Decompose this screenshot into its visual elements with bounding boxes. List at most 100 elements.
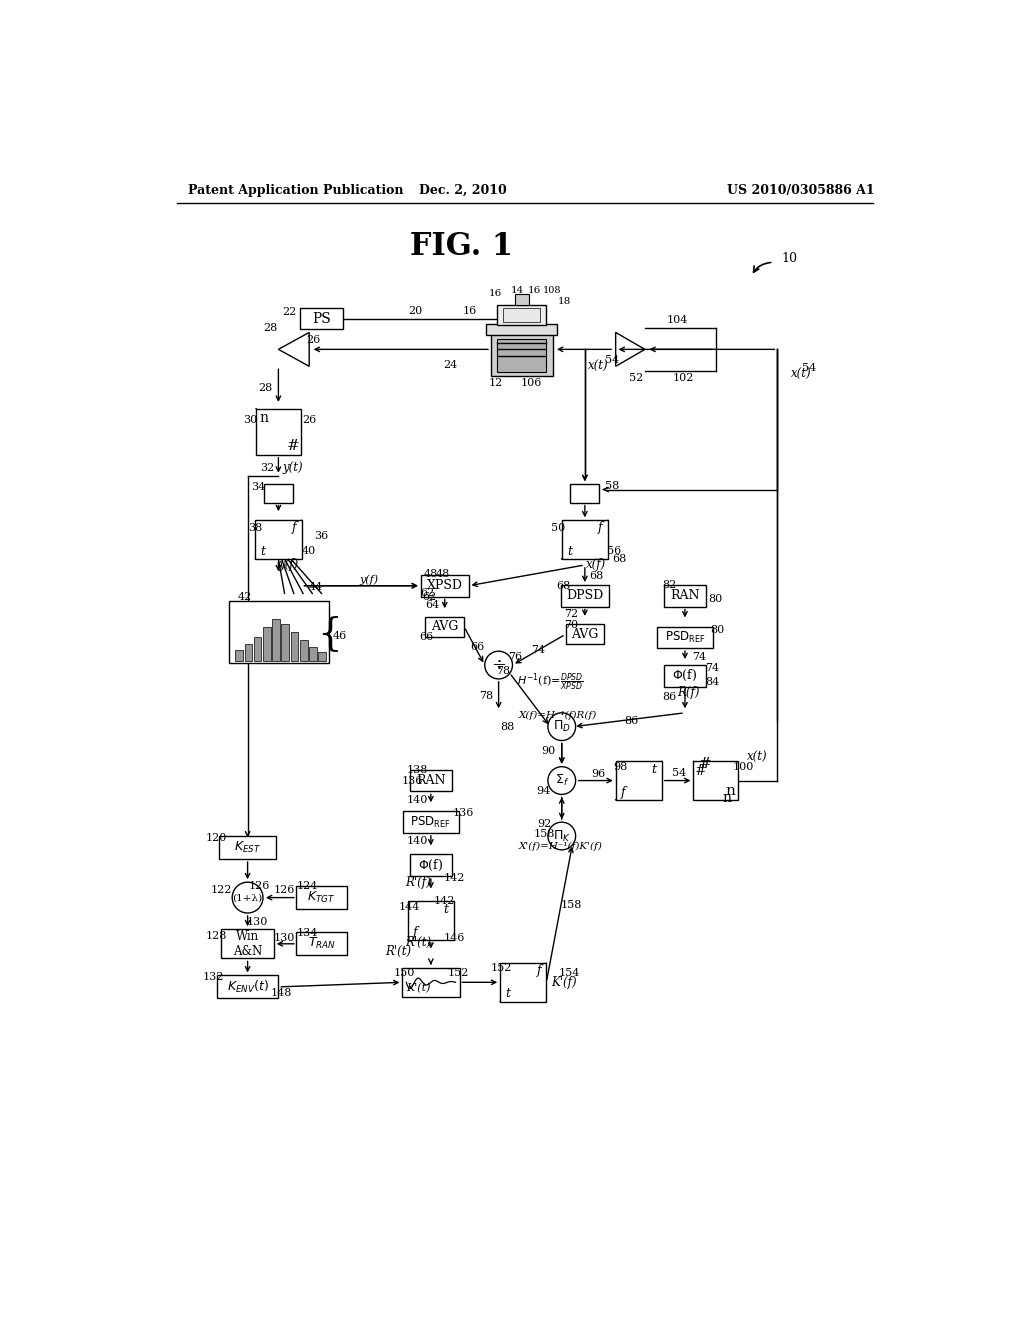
Text: 152: 152 <box>447 968 469 978</box>
Text: 40: 40 <box>302 546 316 556</box>
Circle shape <box>484 651 512 678</box>
Text: 16: 16 <box>488 289 502 297</box>
Text: x(t): x(t) <box>589 360 609 372</box>
Text: t: t <box>443 903 449 916</box>
Text: f: f <box>598 521 602 535</box>
Text: R'(t): R'(t) <box>406 936 431 949</box>
Bar <box>565 624 604 644</box>
Text: 68: 68 <box>612 554 627 564</box>
Text: US 2010/0305886 A1: US 2010/0305886 A1 <box>727 185 874 197</box>
Text: 78: 78 <box>479 690 494 701</box>
Text: 146: 146 <box>443 933 465 942</box>
Polygon shape <box>279 333 309 367</box>
Text: 62: 62 <box>422 593 436 602</box>
Text: 68: 68 <box>589 570 603 581</box>
Text: 58: 58 <box>605 482 618 491</box>
Text: 66: 66 <box>470 643 484 652</box>
Text: 80: 80 <box>711 624 724 635</box>
Text: 48: 48 <box>436 569 451 579</box>
Text: FIG. 1: FIG. 1 <box>411 231 513 263</box>
Bar <box>497 305 547 325</box>
Text: 50: 50 <box>551 523 565 533</box>
Text: 74: 74 <box>531 644 546 655</box>
Text: 158: 158 <box>535 829 555 840</box>
Text: $\Sigma_f$: $\Sigma_f$ <box>555 774 569 788</box>
Text: K'(t): K'(t) <box>407 983 431 994</box>
Text: 82: 82 <box>663 579 677 590</box>
Text: t: t <box>651 763 656 776</box>
Text: R'(f): R'(f) <box>406 875 431 888</box>
Text: 38: 38 <box>248 523 262 533</box>
Bar <box>318 652 326 661</box>
Text: x(t): x(t) <box>746 751 767 764</box>
Text: 128: 128 <box>206 931 227 941</box>
Text: $\mathrm{PSD}_{\mathrm{REF}}$: $\mathrm{PSD}_{\mathrm{REF}}$ <box>411 814 452 830</box>
Text: $\Pi_K$: $\Pi_K$ <box>553 829 570 843</box>
Text: 18: 18 <box>557 297 570 306</box>
Bar <box>272 619 280 661</box>
Bar <box>309 647 316 661</box>
Text: 16: 16 <box>527 286 541 296</box>
Text: 76: 76 <box>509 652 522 663</box>
Text: 136: 136 <box>401 776 423 785</box>
Text: 54: 54 <box>802 363 816 372</box>
Bar <box>425 616 464 636</box>
Text: 150: 150 <box>394 968 416 978</box>
Text: AVG: AVG <box>431 620 459 634</box>
Text: 102: 102 <box>673 372 694 383</box>
Text: Win
A&N: Win A&N <box>233 929 262 958</box>
Bar <box>402 968 460 997</box>
Text: 32: 32 <box>260 463 274 473</box>
Text: X(f)=H⁻¹(f)R(f): X(f)=H⁻¹(f)R(f) <box>518 711 597 721</box>
Text: f: f <box>292 521 296 535</box>
Text: 126: 126 <box>273 884 295 895</box>
Text: AVG: AVG <box>571 628 599 640</box>
Bar <box>291 632 298 661</box>
Text: 90: 90 <box>541 746 555 756</box>
Text: 70: 70 <box>564 620 579 630</box>
Text: $K_{EST}$: $K_{EST}$ <box>234 840 261 855</box>
Bar <box>297 932 346 956</box>
Text: 124: 124 <box>297 880 318 891</box>
Text: 136: 136 <box>453 808 474 818</box>
Text: 88: 88 <box>501 722 515 731</box>
Text: 54: 54 <box>672 768 686 777</box>
Text: 122: 122 <box>211 884 232 895</box>
Bar <box>256 409 301 455</box>
Bar <box>500 964 547 1002</box>
Text: 106: 106 <box>520 379 542 388</box>
Text: 14: 14 <box>511 286 523 296</box>
Bar <box>410 854 452 876</box>
Bar <box>497 339 547 372</box>
Text: #: # <box>287 438 299 453</box>
Text: f: f <box>537 964 541 977</box>
Text: 94: 94 <box>537 787 551 796</box>
Bar <box>664 665 707 686</box>
Text: PS: PS <box>312 312 331 326</box>
Text: 22: 22 <box>282 308 296 317</box>
Bar <box>664 585 707 607</box>
Text: $K_{TGT}$: $K_{TGT}$ <box>307 890 336 906</box>
Text: K'(f): K'(f) <box>551 975 577 989</box>
Bar <box>254 636 261 661</box>
Text: 86: 86 <box>663 693 677 702</box>
Text: x(f): x(f) <box>586 558 606 572</box>
Bar <box>297 886 346 909</box>
Text: t: t <box>260 545 265 557</box>
Bar <box>570 484 599 503</box>
Text: $K_{ENV}(t)$: $K_{ENV}(t)$ <box>226 979 268 995</box>
Text: $\Pi_D$: $\Pi_D$ <box>553 719 570 734</box>
Text: y(t): y(t) <box>282 462 302 474</box>
Bar <box>515 294 528 305</box>
Bar <box>410 770 452 791</box>
Text: 108: 108 <box>544 286 562 296</box>
Bar <box>217 975 279 998</box>
Text: 12: 12 <box>488 379 503 388</box>
Bar <box>263 627 270 661</box>
Text: $H^{-1}$(f)=$\frac{DPSD}{XPSD}$: $H^{-1}$(f)=$\frac{DPSD}{XPSD}$ <box>517 672 584 693</box>
Text: $\mathrm{PSD}_{\mathrm{REF}}$: $\mathrm{PSD}_{\mathrm{REF}}$ <box>665 630 706 645</box>
Circle shape <box>232 882 263 913</box>
Text: 134: 134 <box>297 928 318 939</box>
Text: 16: 16 <box>462 306 476 315</box>
Text: 10: 10 <box>781 252 798 265</box>
